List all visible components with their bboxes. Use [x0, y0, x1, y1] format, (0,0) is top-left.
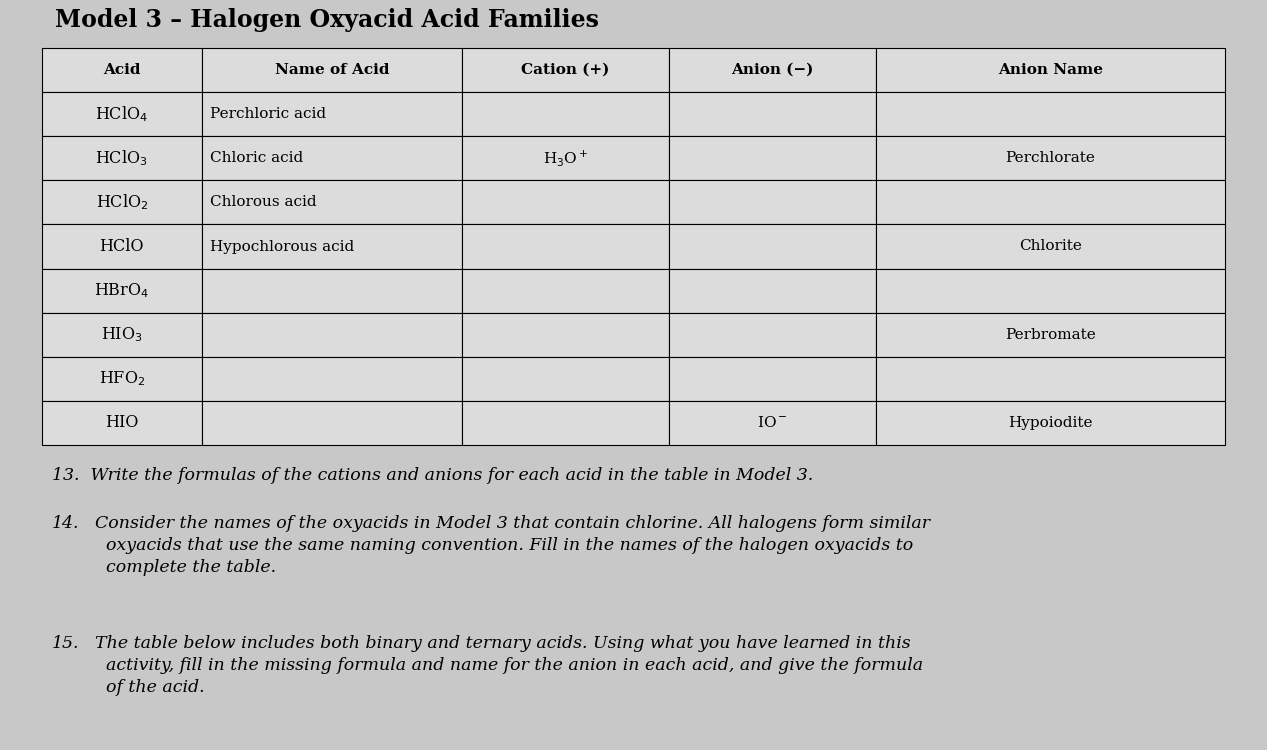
- Text: IO$^-$: IO$^-$: [758, 416, 788, 430]
- Text: Chlorous acid: Chlorous acid: [210, 196, 317, 209]
- Text: 14.: 14.: [52, 515, 80, 532]
- Bar: [462, 401, 669, 445]
- Bar: [42, 401, 201, 445]
- Bar: [669, 357, 875, 401]
- Bar: [42, 92, 201, 136]
- Bar: [669, 401, 875, 445]
- Bar: [669, 313, 875, 357]
- Bar: [875, 268, 1225, 313]
- Text: H$_3$O$^+$: H$_3$O$^+$: [542, 148, 588, 168]
- Bar: [875, 357, 1225, 401]
- Text: Perchlorate: Perchlorate: [1006, 152, 1096, 165]
- Bar: [875, 401, 1225, 445]
- Bar: [669, 224, 875, 268]
- Bar: [875, 136, 1225, 180]
- Bar: [201, 92, 462, 136]
- Bar: [669, 92, 875, 136]
- Text: Anion Name: Anion Name: [998, 63, 1104, 77]
- Text: HClO$_2$: HClO$_2$: [95, 193, 148, 212]
- Bar: [42, 268, 201, 313]
- Bar: [669, 136, 875, 180]
- Bar: [42, 357, 201, 401]
- Bar: [669, 48, 875, 92]
- Bar: [462, 180, 669, 224]
- Bar: [201, 401, 462, 445]
- Bar: [42, 224, 201, 268]
- Text: Anion (−): Anion (−): [731, 63, 813, 77]
- Bar: [875, 92, 1225, 136]
- Text: HClO$_4$: HClO$_4$: [95, 104, 148, 124]
- Bar: [201, 224, 462, 268]
- Text: 13.  Write the formulas of the cations and anions for each acid in the table in : 13. Write the formulas of the cations an…: [52, 467, 813, 484]
- Text: Hypoiodite: Hypoiodite: [1009, 416, 1092, 430]
- Text: 15.: 15.: [52, 635, 80, 652]
- Bar: [201, 180, 462, 224]
- Bar: [462, 268, 669, 313]
- Bar: [462, 92, 669, 136]
- Bar: [875, 180, 1225, 224]
- Text: Consider the names of the oxyacids in Model 3 that contain chlorine. All halogen: Consider the names of the oxyacids in Mo…: [95, 515, 930, 577]
- Bar: [201, 313, 462, 357]
- Bar: [875, 313, 1225, 357]
- Text: HClO: HClO: [100, 238, 144, 255]
- Bar: [462, 313, 669, 357]
- Text: Chlorite: Chlorite: [1019, 239, 1082, 254]
- Text: Perchloric acid: Perchloric acid: [210, 107, 326, 122]
- Bar: [42, 180, 201, 224]
- Bar: [669, 180, 875, 224]
- Bar: [462, 136, 669, 180]
- Bar: [875, 48, 1225, 92]
- Bar: [462, 224, 669, 268]
- Text: The table below includes both binary and ternary acids. Using what you have lear: The table below includes both binary and…: [95, 635, 924, 697]
- Text: HClO$_3$: HClO$_3$: [95, 148, 148, 168]
- Bar: [42, 313, 201, 357]
- Text: Name of Acid: Name of Acid: [275, 63, 389, 77]
- Text: Cation (+): Cation (+): [521, 63, 609, 77]
- Text: Perbromate: Perbromate: [1005, 328, 1096, 342]
- Text: HBrO$_4$: HBrO$_4$: [94, 281, 150, 300]
- Bar: [875, 224, 1225, 268]
- Bar: [201, 48, 462, 92]
- Text: Hypochlorous acid: Hypochlorous acid: [210, 239, 353, 254]
- Bar: [42, 136, 201, 180]
- Bar: [462, 48, 669, 92]
- Bar: [201, 357, 462, 401]
- Bar: [201, 136, 462, 180]
- Text: Model 3 – Halogen Oxyacid Acid Families: Model 3 – Halogen Oxyacid Acid Families: [54, 8, 599, 32]
- Bar: [201, 268, 462, 313]
- Text: HIO$_3$: HIO$_3$: [101, 326, 143, 344]
- Text: Chloric acid: Chloric acid: [210, 152, 303, 165]
- Bar: [462, 357, 669, 401]
- Bar: [42, 48, 201, 92]
- Text: Acid: Acid: [103, 63, 141, 77]
- Text: HIO: HIO: [105, 415, 138, 431]
- Bar: [669, 268, 875, 313]
- Text: HFO$_2$: HFO$_2$: [99, 370, 144, 388]
